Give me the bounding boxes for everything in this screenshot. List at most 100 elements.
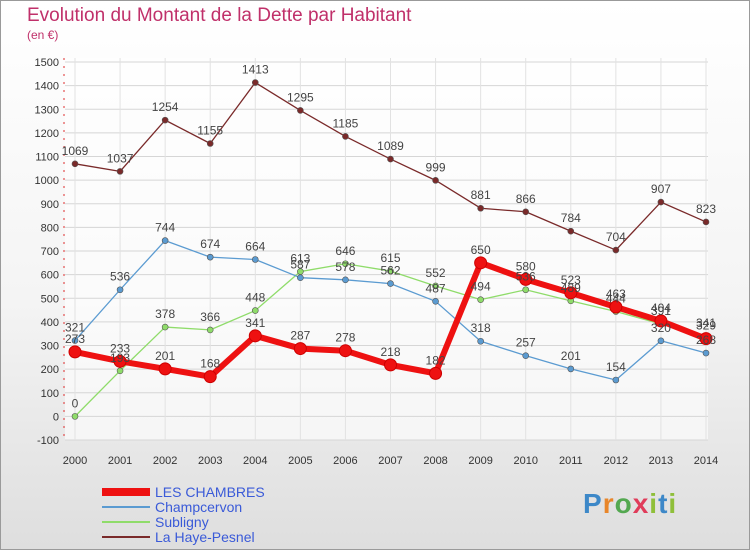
data-point xyxy=(477,296,484,303)
data-label: 744 xyxy=(155,221,175,235)
data-point xyxy=(161,237,169,244)
data-label: 287 xyxy=(290,329,310,343)
x-tick-label: 2003 xyxy=(198,455,222,467)
data-point xyxy=(387,280,394,287)
x-tick-label: 2008 xyxy=(423,455,447,467)
data-label: 489 xyxy=(561,281,581,295)
data-label: 1155 xyxy=(197,124,223,138)
data-label: 193 xyxy=(110,351,130,365)
y-tick-label: 300 xyxy=(41,341,59,353)
data-point xyxy=(387,267,394,275)
x-tick-label: 2002 xyxy=(153,455,177,467)
data-point xyxy=(206,326,214,334)
legend-label: Champcervon xyxy=(155,499,242,515)
y-tick-label: 200 xyxy=(41,364,59,376)
y-tick-label: -100 xyxy=(37,435,59,447)
data-label: 268 xyxy=(696,333,716,347)
data-label: 536 xyxy=(110,270,130,284)
data-point xyxy=(116,367,124,375)
data-point xyxy=(522,208,530,216)
data-label: 391 xyxy=(651,304,671,318)
data-point xyxy=(342,133,349,140)
data-point xyxy=(387,155,394,163)
data-label: 201 xyxy=(155,349,175,363)
data-label: 1295 xyxy=(287,90,314,104)
data-label: 1185 xyxy=(333,116,359,130)
chart-title: Evolution du Montant de la Dette par Hab… xyxy=(27,5,412,26)
proxiti-logo: Proxiti xyxy=(583,488,678,519)
data-point xyxy=(657,198,665,206)
data-label: 674 xyxy=(200,237,220,251)
y-tick-label: 500 xyxy=(41,293,59,305)
data-label: 201 xyxy=(561,349,581,363)
y-tick-label: 1300 xyxy=(35,104,59,116)
data-label: 1413 xyxy=(242,63,269,77)
y-tick-label: 1500 xyxy=(35,57,59,69)
data-label: 0 xyxy=(72,396,79,410)
data-label: 866 xyxy=(516,192,536,206)
data-point xyxy=(567,227,575,235)
data-label: 650 xyxy=(471,243,491,257)
data-point xyxy=(432,298,439,305)
data-label: 404 xyxy=(651,301,671,315)
data-point xyxy=(609,300,623,314)
data-label: 463 xyxy=(606,287,626,301)
data-label: 562 xyxy=(380,264,400,278)
x-tick-label: 2000 xyxy=(63,455,87,467)
data-label: 907 xyxy=(651,182,671,196)
y-tick-label: 900 xyxy=(41,199,59,211)
legend-label: La Haye-Pesnel xyxy=(155,529,255,545)
data-label: 646 xyxy=(335,244,355,258)
data-label: 587 xyxy=(290,258,310,272)
x-tick-label: 2007 xyxy=(378,455,402,467)
data-point xyxy=(342,260,349,268)
data-point xyxy=(116,286,124,294)
data-point xyxy=(161,116,169,124)
x-tick-label: 2014 xyxy=(694,455,718,467)
data-label: 664 xyxy=(245,240,265,254)
x-tick-label: 2013 xyxy=(649,455,673,467)
data-label: 321 xyxy=(65,321,85,335)
y-tick-label: 1000 xyxy=(35,175,59,187)
data-label: 613 xyxy=(290,252,310,266)
data-label: 278 xyxy=(335,331,355,345)
data-label: 580 xyxy=(516,259,536,273)
data-label: 378 xyxy=(155,307,175,321)
data-label: 494 xyxy=(471,280,491,294)
data-point xyxy=(206,253,214,261)
data-point xyxy=(654,314,668,328)
data-label: 218 xyxy=(380,345,400,359)
data-label: 341 xyxy=(696,316,716,330)
data-point xyxy=(206,140,214,147)
y-tick-label: 400 xyxy=(41,317,59,329)
data-point xyxy=(612,376,620,384)
plot-area xyxy=(65,58,708,440)
data-point xyxy=(251,79,259,86)
data-point xyxy=(203,370,217,384)
x-tick-label: 2001 xyxy=(108,455,132,467)
data-label: 615 xyxy=(380,251,400,265)
data-label: 881 xyxy=(471,188,491,202)
data-label: 273 xyxy=(65,332,85,346)
data-point xyxy=(564,286,578,300)
data-label: 182 xyxy=(426,353,446,367)
data-point xyxy=(522,352,530,359)
data-point xyxy=(68,345,82,359)
data-label: 366 xyxy=(200,310,220,324)
data-label: 784 xyxy=(561,211,581,225)
data-label: 523 xyxy=(561,273,581,287)
data-point xyxy=(522,286,530,294)
data-label: 823 xyxy=(696,202,716,216)
data-point xyxy=(251,307,259,314)
data-point xyxy=(248,329,262,343)
data-point xyxy=(432,177,439,184)
data-point xyxy=(474,256,488,270)
y-tick-label: 1100 xyxy=(35,152,59,164)
data-label: 536 xyxy=(516,270,536,284)
y-tick-label: 100 xyxy=(41,388,59,400)
data-point xyxy=(477,337,484,345)
data-label: 1254 xyxy=(152,100,179,114)
data-label: 448 xyxy=(245,291,265,305)
y-tick-label: 1200 xyxy=(35,128,59,140)
data-point xyxy=(567,365,575,373)
